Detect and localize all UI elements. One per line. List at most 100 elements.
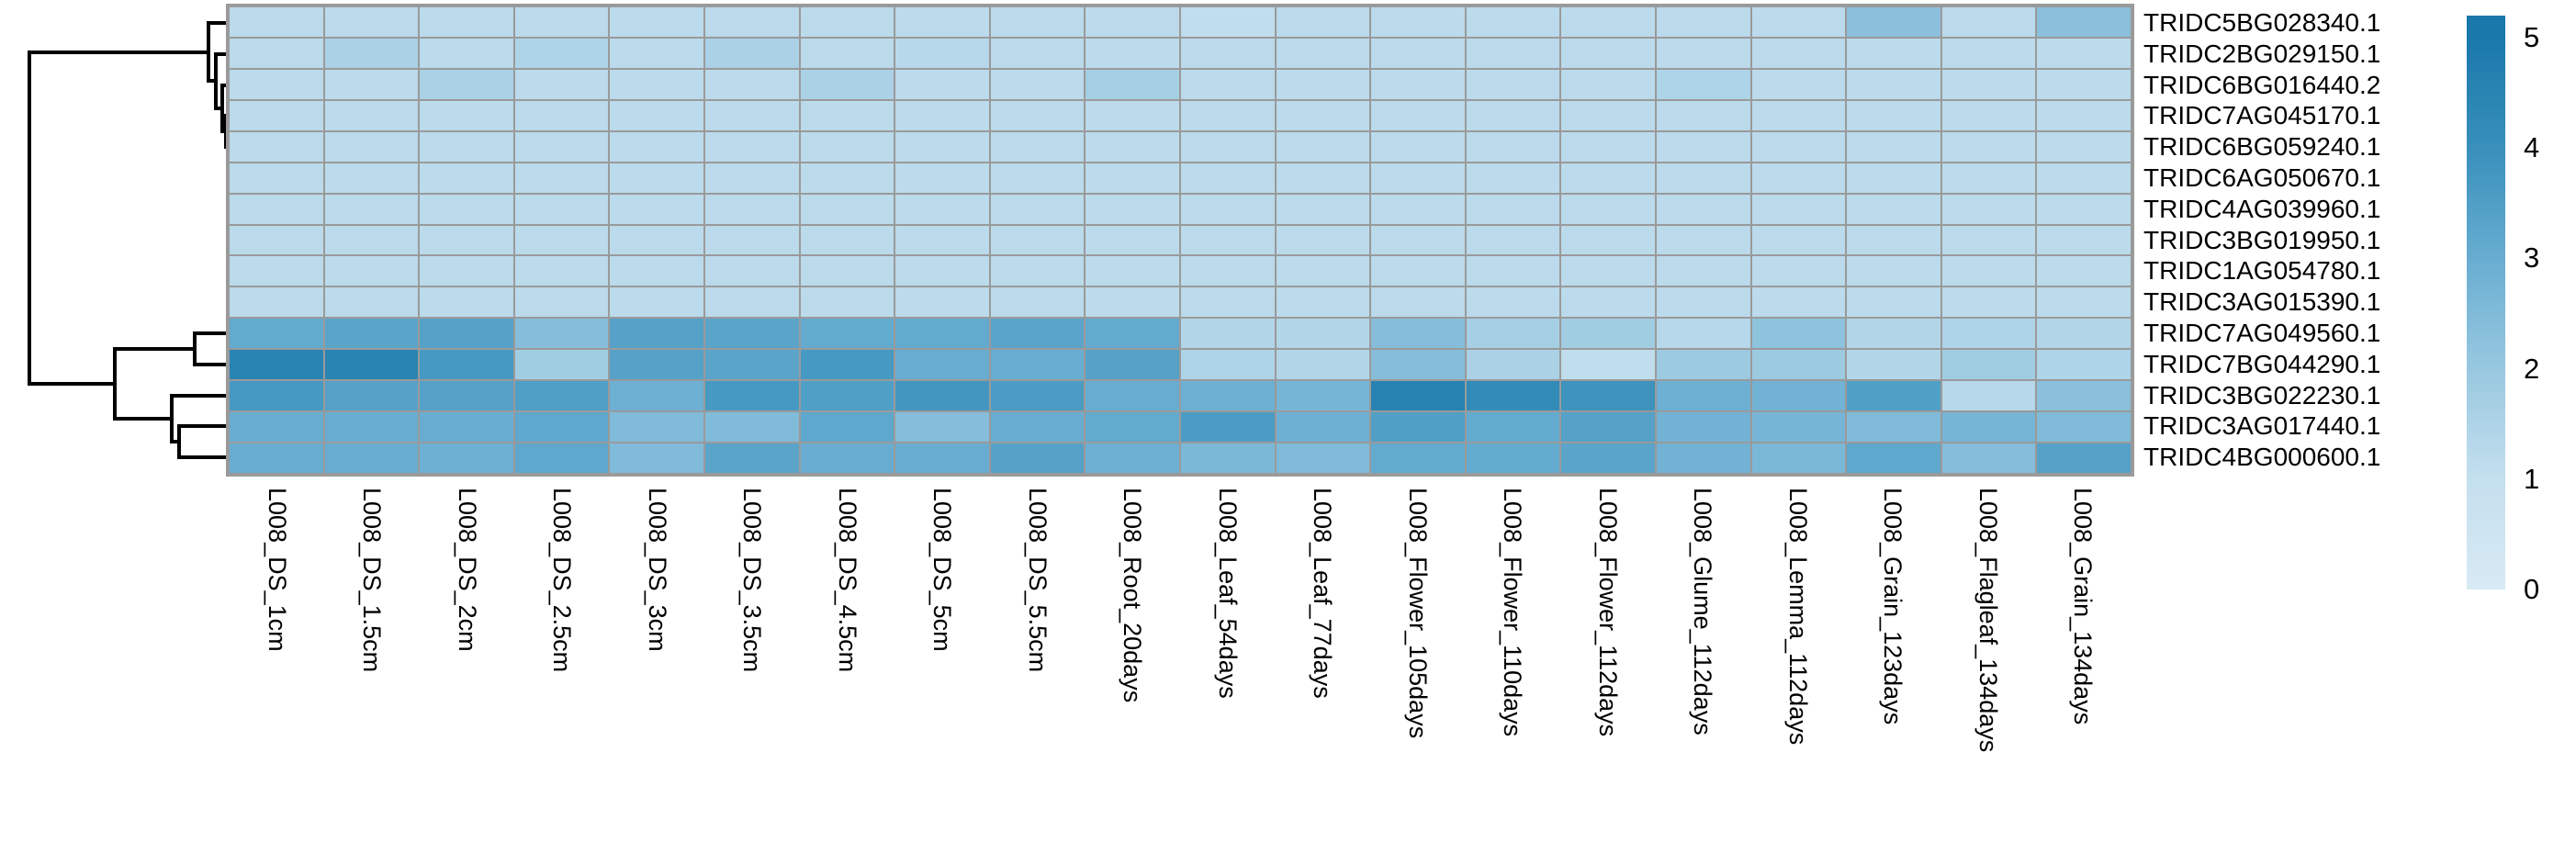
heatmap-cell [704,38,799,68]
column-label: L008_Glume_112days [1689,488,1717,735]
heatmap-cell [1276,163,1370,193]
heatmap-cell [1276,412,1370,443]
heatmap-cell [1276,131,1370,162]
heatmap-cell [324,412,419,443]
heatmap-cell [230,381,323,411]
row-label: TRIDC3AG017440.1 [2143,411,2381,441]
column-label: L008_Leaf_77days [1309,488,1337,699]
heatmap-cell [420,225,513,255]
heatmap-cell [514,381,609,411]
heatmap-cell [2037,381,2131,411]
heatmap-cell [230,350,323,380]
heatmap-cell [1086,163,1179,193]
heatmap-cell [610,69,703,99]
colorbar-tick-label: 1 [2524,462,2540,495]
heatmap-cell [800,7,894,37]
heatmap-cell [704,443,799,473]
heatmap-cell [1751,443,1846,473]
heatmap-cell [1751,256,1846,286]
heatmap-cell [1847,319,1940,349]
heatmap-cell [514,38,609,68]
heatmap-cell [800,225,894,255]
heatmap-cell [1751,412,1846,443]
heatmap-cell [420,256,513,286]
heatmap-cell [1656,287,1750,318]
heatmap-cell [1371,443,1465,473]
heatmap-cell [704,381,799,411]
heatmap-cell [420,100,513,130]
heatmap-cell [2037,38,2131,68]
heatmap-cell [1276,194,1370,224]
heatmap-cell [1941,7,2036,37]
heatmap-cell [514,194,609,224]
heatmap-cell [514,350,609,380]
heatmap-cell [1371,69,1465,99]
heatmap-cell [1656,69,1750,99]
heatmap-cell [1276,100,1370,130]
heatmap-cell [1276,69,1370,99]
heatmap-cell [1751,287,1846,318]
heatmap-cell [514,319,609,349]
heatmap-cell [230,7,323,37]
heatmap-cell [1371,225,1465,255]
heatmap-cell [2037,287,2131,318]
heatmap-cell [1371,163,1465,193]
heatmap-cell [1086,287,1179,318]
column-label: L008_Grain_134days [2069,488,2098,725]
heatmap-cell [1751,7,1846,37]
heatmap-cell [1656,381,1750,411]
heatmap-cell [1466,319,1560,349]
heatmap-cell [1371,350,1465,380]
heatmap-cell [990,381,1085,411]
heatmap-cell [1941,350,2036,380]
column-label: L008_Root_20days [1119,488,1147,703]
heatmap-cell [800,256,894,286]
heatmap-cell [704,225,799,255]
heatmap-cell [1847,412,1940,443]
heatmap-cell [704,350,799,380]
heatmap-cell [1656,163,1750,193]
heatmap-cell [1466,256,1560,286]
heatmap-cell [610,319,703,349]
heatmap-cell [1276,287,1370,318]
heatmap-cell [704,131,799,162]
heatmap-cell [1371,38,1465,68]
heatmap-cell [1371,131,1465,162]
heatmap-cell [1086,100,1179,130]
heatmap-cell [895,350,989,380]
heatmap-cell [1180,100,1275,130]
heatmap-cell [420,443,513,473]
row-label: TRIDC6AG050670.1 [2143,163,2381,192]
heatmap-cell [420,69,513,99]
heatmap-cell [1941,225,2036,255]
heatmap-cell [990,38,1085,68]
heatmap-cell [1847,381,1940,411]
heatmap-cell [1371,256,1465,286]
heatmap-cell [895,287,989,318]
heatmap-cell [514,69,609,99]
heatmap-cell [324,69,419,99]
heatmap-cell [1751,381,1846,411]
heatmap-cell [1847,287,1940,318]
heatmap-cell [990,412,1085,443]
heatmap-cell [800,194,894,224]
heatmap-cell [1941,131,2036,162]
heatmap-cell [1656,100,1750,130]
heatmap-cell [420,131,513,162]
column-label: L008_DS_4.5cm [833,488,861,673]
heatmap-cell [324,350,419,380]
row-label: TRIDC1AG054780.1 [2143,256,2381,286]
heatmap-cell [1941,194,2036,224]
heatmap-cell [420,287,513,318]
heatmap-cell [895,100,989,130]
heatmap-cell [324,38,419,68]
colorbar-gradient [2467,16,2505,589]
column-label: L008_Flower_105days [1403,488,1432,739]
column-label: L008_DS_1.5cm [358,488,387,673]
heatmap-cell [1561,7,1655,37]
heatmap-cell [1276,225,1370,255]
heatmap-cell [420,412,513,443]
heatmap-cell [1371,194,1465,224]
heatmap-cell [895,381,989,411]
